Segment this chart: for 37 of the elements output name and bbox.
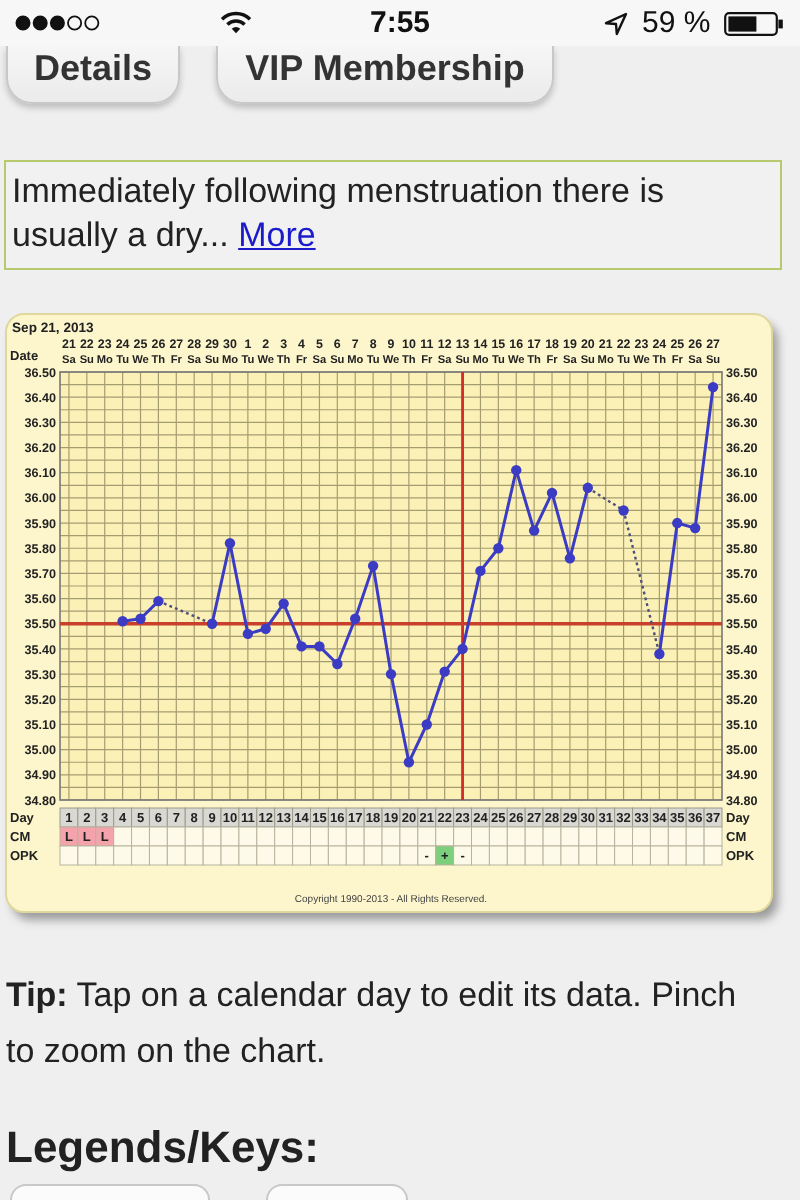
button: Details [6,46,180,104]
point [475,565,486,577]
point [135,613,146,624]
point [385,668,397,680]
point [117,616,128,627]
point [457,643,468,655]
text: Tip: Tap on a calendar day to edit its data. Pinch to zoom on the chart. [6,974,739,1074]
point [206,618,218,629]
point [654,648,665,660]
point [439,666,450,677]
text: 7:55 [367,6,433,40]
point [493,543,504,554]
point [296,641,307,652]
point [260,623,271,634]
point [672,517,683,529]
point [403,757,415,768]
point [350,613,361,624]
point [153,595,164,607]
point [564,553,576,564]
point [618,505,629,516]
text: Legends/Keys: [6,1122,319,1174]
point [546,487,558,499]
point [689,522,701,534]
point [278,598,289,609]
point [332,658,343,670]
point [421,719,432,730]
point [314,641,325,652]
note-box: Immediately following menstruation there is usually a dry... More [4,160,782,270]
point [367,560,379,572]
point [582,482,594,494]
point [707,381,719,393]
text: 59 % [642,6,711,40]
point [528,525,540,536]
point [511,464,522,476]
point [242,628,254,640]
point [224,538,236,549]
button: VIP Membership [216,46,554,104]
